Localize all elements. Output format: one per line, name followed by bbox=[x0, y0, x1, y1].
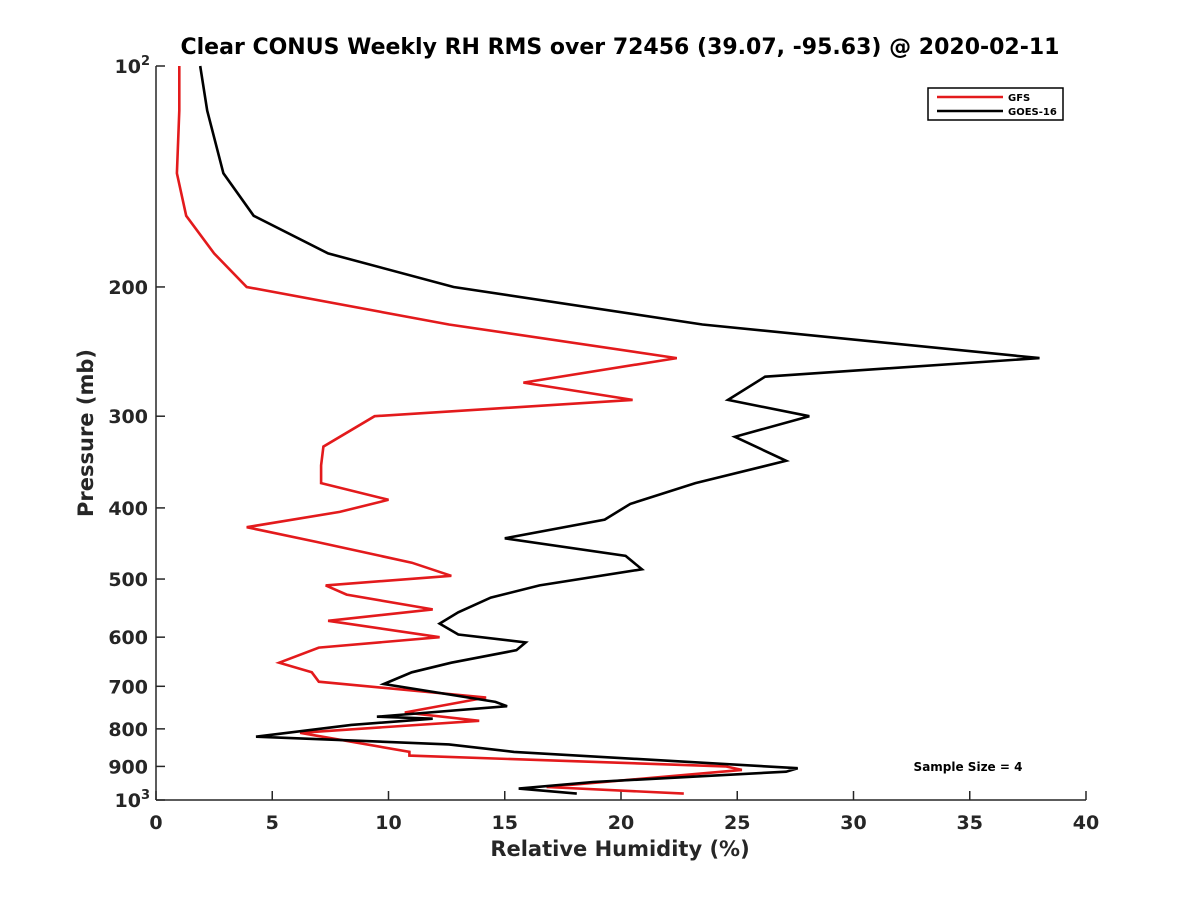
legend: GFS GOES-16 bbox=[927, 87, 1064, 121]
chart-title: Clear CONUS Weekly RH RMS over 72456 (39… bbox=[181, 35, 1060, 60]
y-tick-label: 900 bbox=[108, 756, 148, 778]
x-tick-label: 0 bbox=[149, 812, 162, 834]
x-tick-label: 20 bbox=[608, 812, 634, 834]
x-tick-label: 35 bbox=[957, 812, 983, 834]
x-tick-label: 40 bbox=[1073, 812, 1099, 834]
y-tick-label: 700 bbox=[108, 676, 148, 698]
x-tick-label: 30 bbox=[840, 812, 866, 834]
legend-label-gfs: GFS bbox=[1008, 93, 1030, 104]
y-tick-label: 500 bbox=[108, 569, 148, 591]
y-axis-ticks: 102 200 300 400 500 600 700 800 900 103 bbox=[108, 54, 165, 812]
series-layer bbox=[175, 65, 1040, 795]
y-tick-label: 800 bbox=[108, 719, 148, 741]
x-tick-label: 10 bbox=[375, 812, 401, 834]
sample-size-annotation: Sample Size = 4 bbox=[914, 760, 1023, 774]
y-axis-label: Pressure (mb) bbox=[74, 349, 98, 517]
series-line-gfs bbox=[175, 66, 743, 795]
x-tick-label: 15 bbox=[492, 812, 518, 834]
y-tick-label: 103 bbox=[115, 788, 151, 812]
legend-label-goes16: GOES-16 bbox=[1008, 107, 1057, 118]
y-tick-label: 600 bbox=[108, 627, 148, 649]
series-line-goes16 bbox=[198, 65, 1040, 795]
x-tick-label: 5 bbox=[266, 812, 279, 834]
y-tick-label: 400 bbox=[108, 498, 148, 520]
x-axis-label: Relative Humidity (%) bbox=[490, 837, 749, 861]
x-tick-label: 25 bbox=[724, 812, 750, 834]
y-tick-label: 300 bbox=[108, 406, 148, 428]
x-axis-ticks: 0 5 10 15 20 25 30 35 40 bbox=[149, 791, 1099, 834]
y-tick-label: 200 bbox=[108, 277, 148, 299]
legend-box bbox=[927, 87, 1064, 121]
y-tick-label: 102 bbox=[115, 54, 151, 78]
